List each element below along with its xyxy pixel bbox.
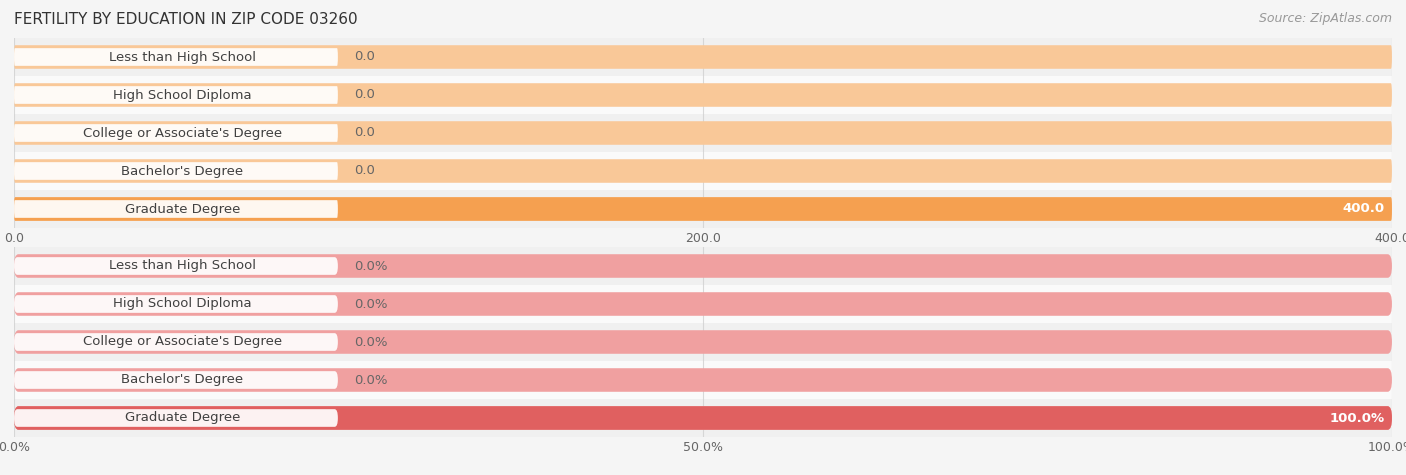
FancyBboxPatch shape <box>14 162 337 180</box>
FancyBboxPatch shape <box>14 406 1392 430</box>
FancyBboxPatch shape <box>14 48 337 66</box>
Text: Graduate Degree: Graduate Degree <box>125 202 240 216</box>
FancyBboxPatch shape <box>14 399 1392 437</box>
FancyBboxPatch shape <box>14 83 1392 107</box>
FancyBboxPatch shape <box>14 190 1392 228</box>
FancyBboxPatch shape <box>14 368 1392 392</box>
FancyBboxPatch shape <box>14 124 337 142</box>
Text: Graduate Degree: Graduate Degree <box>125 411 240 425</box>
FancyBboxPatch shape <box>14 86 337 104</box>
Text: 0.0: 0.0 <box>354 164 375 178</box>
FancyBboxPatch shape <box>14 292 1392 316</box>
Text: College or Associate's Degree: College or Associate's Degree <box>83 335 283 349</box>
FancyBboxPatch shape <box>14 371 337 389</box>
FancyBboxPatch shape <box>14 257 337 275</box>
Text: Less than High School: Less than High School <box>108 259 256 273</box>
FancyBboxPatch shape <box>14 38 1392 76</box>
Text: Bachelor's Degree: Bachelor's Degree <box>121 164 243 178</box>
FancyBboxPatch shape <box>14 114 1392 152</box>
Text: FERTILITY BY EDUCATION IN ZIP CODE 03260: FERTILITY BY EDUCATION IN ZIP CODE 03260 <box>14 12 357 27</box>
Text: Bachelor's Degree: Bachelor's Degree <box>121 373 243 387</box>
FancyBboxPatch shape <box>14 159 1392 183</box>
FancyBboxPatch shape <box>14 247 1392 285</box>
FancyBboxPatch shape <box>14 285 1392 323</box>
FancyBboxPatch shape <box>14 197 1392 221</box>
Text: Source: ZipAtlas.com: Source: ZipAtlas.com <box>1258 12 1392 25</box>
Text: 0.0%: 0.0% <box>354 335 388 349</box>
FancyBboxPatch shape <box>14 409 337 427</box>
FancyBboxPatch shape <box>14 152 1392 190</box>
FancyBboxPatch shape <box>14 200 337 218</box>
Text: 0.0: 0.0 <box>354 88 375 102</box>
Text: 0.0%: 0.0% <box>354 373 388 387</box>
FancyBboxPatch shape <box>14 323 1392 361</box>
Text: 0.0%: 0.0% <box>354 297 388 311</box>
FancyBboxPatch shape <box>14 295 337 313</box>
FancyBboxPatch shape <box>14 406 1392 430</box>
Text: College or Associate's Degree: College or Associate's Degree <box>83 126 283 140</box>
FancyBboxPatch shape <box>14 330 1392 354</box>
FancyBboxPatch shape <box>14 197 1392 221</box>
Text: High School Diploma: High School Diploma <box>112 297 252 311</box>
Text: 0.0%: 0.0% <box>354 259 388 273</box>
Text: High School Diploma: High School Diploma <box>112 88 252 102</box>
FancyBboxPatch shape <box>14 333 337 351</box>
Text: 0.0: 0.0 <box>354 126 375 140</box>
FancyBboxPatch shape <box>14 45 1392 69</box>
FancyBboxPatch shape <box>14 254 1392 278</box>
Text: Less than High School: Less than High School <box>108 50 256 64</box>
FancyBboxPatch shape <box>14 361 1392 399</box>
Text: 0.0: 0.0 <box>354 50 375 64</box>
FancyBboxPatch shape <box>14 76 1392 114</box>
FancyBboxPatch shape <box>14 121 1392 145</box>
Text: 100.0%: 100.0% <box>1330 411 1385 425</box>
Text: 400.0: 400.0 <box>1343 202 1385 216</box>
